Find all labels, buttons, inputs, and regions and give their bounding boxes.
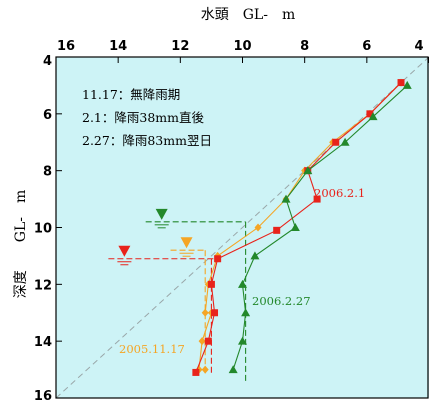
x-tick-label: 4 [414,39,423,54]
water-level-symbol-2005.11.17 [180,237,193,249]
data-point-2006.2.1 [366,110,374,118]
y-tick-label: 12 [34,278,52,293]
data-point-2006.2.27 [340,137,350,146]
y-tick-label: 6 [43,108,52,123]
data-point-2006.2.1 [214,255,222,263]
legend-line-0227: 2.27：降雨83mm翌日 [82,133,212,148]
series-label-2006-2-1: 2006.2.1 [314,186,365,200]
x-tick-label: 10 [233,39,251,54]
y-tick-label: 8 [43,165,52,180]
data-point-2006.2.27 [238,336,247,345]
water-level-symbol-2006.2.27 [155,208,168,220]
water-level-symbol-2006.2.1 [118,245,131,257]
legend-line-0201: 2.1：降雨38mm直後 [82,110,204,125]
data-point-2006.2.27 [303,166,313,175]
x-tick-label: 14 [109,39,127,54]
water-level-guides [108,221,247,381]
data-point-2006.2.1 [397,79,405,87]
data-point-2006.2.27 [290,223,300,231]
x-tick-label: 6 [362,39,371,54]
x-tick-label: 8 [300,39,309,54]
x-tick-label: 16 [57,39,75,54]
data-point-2006.2.27 [250,251,260,260]
legend-line-1117: 11.17：無降雨期 [82,87,180,102]
data-point-2006.2.27 [402,80,412,89]
series-label-2005-11-17: 2005.11.17 [119,342,185,356]
data-point-2006.2.1 [192,368,200,376]
data-point-2006.2.1 [204,337,212,345]
series-group [192,78,412,376]
data-point-2006.2.1 [207,280,215,288]
data-point-2006.2.1 [313,195,321,203]
data-point-2006.2.27 [241,308,251,317]
axis-ticks: 16 14 12 10 8 6 4 4 6 8 10 12 14 16 [34,39,429,402]
y-tick-label: 16 [34,389,52,402]
series-label-2006-2-27: 2006.2.27 [252,294,311,308]
x-tick-label: 12 [171,39,189,54]
data-point-2006.2.27 [228,365,238,374]
data-point-2006.2.1 [273,226,281,234]
data-point-2005.11.17 [254,223,262,232]
y-tick-label: 14 [34,335,52,350]
data-point-2006.2.1 [211,309,219,317]
data-point-2006.2.27 [281,194,291,203]
data-point-2006.2.27 [238,279,247,288]
x-axis-title: 水頭 GL- m [201,7,296,23]
water-level-symbols [117,208,194,266]
data-point-2005.11.17 [198,337,206,346]
data-point-2005.11.17 [201,308,209,317]
data-point-2006.2.27 [368,112,378,121]
data-point-2006.2.1 [332,138,340,146]
data-point-2005.11.17 [201,365,209,374]
y-tick-label: 10 [34,222,52,237]
y-axis-title: 深度 GL- m [13,190,29,299]
y-tick-label: 4 [43,54,52,69]
